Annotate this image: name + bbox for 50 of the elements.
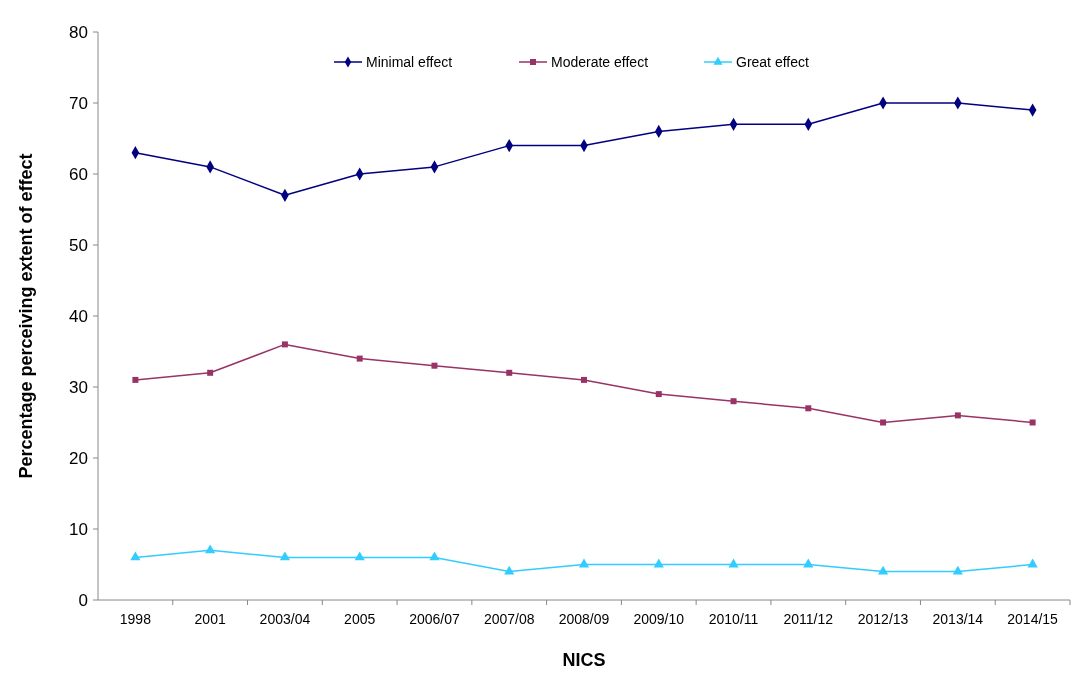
legend-label: Minimal effect — [366, 53, 453, 70]
y-tick-label: 50 — [69, 235, 88, 255]
y-tick-label: 70 — [69, 93, 88, 113]
y-tick-label: 60 — [69, 164, 88, 184]
point — [504, 565, 515, 575]
y-tick-label: 30 — [69, 377, 88, 397]
y-tick-label: 10 — [69, 519, 88, 539]
point — [730, 398, 737, 405]
x-tick-label: 1998 — [119, 611, 152, 627]
x-tick-label: 2007/08 — [483, 611, 535, 627]
legend-label: Moderate effect — [551, 53, 649, 70]
x-tick-label: 2001 — [194, 611, 226, 627]
point — [281, 341, 288, 348]
x-tick-label: 2011/12 — [783, 611, 834, 627]
point — [1029, 419, 1036, 426]
x-tick-label: 2003/04 — [259, 611, 311, 627]
point — [132, 376, 139, 383]
point — [803, 558, 814, 568]
point — [354, 551, 365, 561]
x-tick-label: 2008/09 — [558, 611, 610, 627]
x-tick-label: 2013/14 — [932, 611, 984, 627]
point — [279, 551, 291, 561]
x-axis-title: NICS — [562, 650, 606, 670]
y-tick-label: 40 — [69, 306, 88, 326]
point — [506, 369, 513, 376]
x-tick-label: 2014/15 — [1007, 611, 1059, 627]
x-tick-label: 2005 — [344, 611, 376, 627]
point — [207, 369, 214, 376]
y-axis-title: Percentage perceiving extent of effect — [16, 153, 36, 479]
point — [655, 391, 662, 398]
x-tick-label: 2006/07 — [409, 611, 460, 627]
point — [581, 376, 587, 383]
x-tick-label: 2009/10 — [633, 611, 685, 627]
point — [805, 405, 812, 412]
point — [877, 565, 889, 575]
legend-label: Great effect — [736, 53, 809, 70]
point — [429, 551, 440, 561]
x-tick-label: 2010/11 — [708, 611, 759, 627]
point — [205, 544, 216, 554]
point — [952, 565, 963, 575]
y-tick-label: 80 — [69, 22, 88, 42]
y-tick-label: 0 — [78, 590, 88, 610]
point — [130, 551, 141, 561]
point — [356, 355, 363, 362]
y-tick-label: 20 — [69, 448, 88, 468]
point — [431, 362, 438, 369]
x-tick-label: 2012/13 — [857, 611, 909, 627]
point — [880, 419, 887, 426]
point — [954, 412, 961, 419]
point — [578, 558, 590, 568]
